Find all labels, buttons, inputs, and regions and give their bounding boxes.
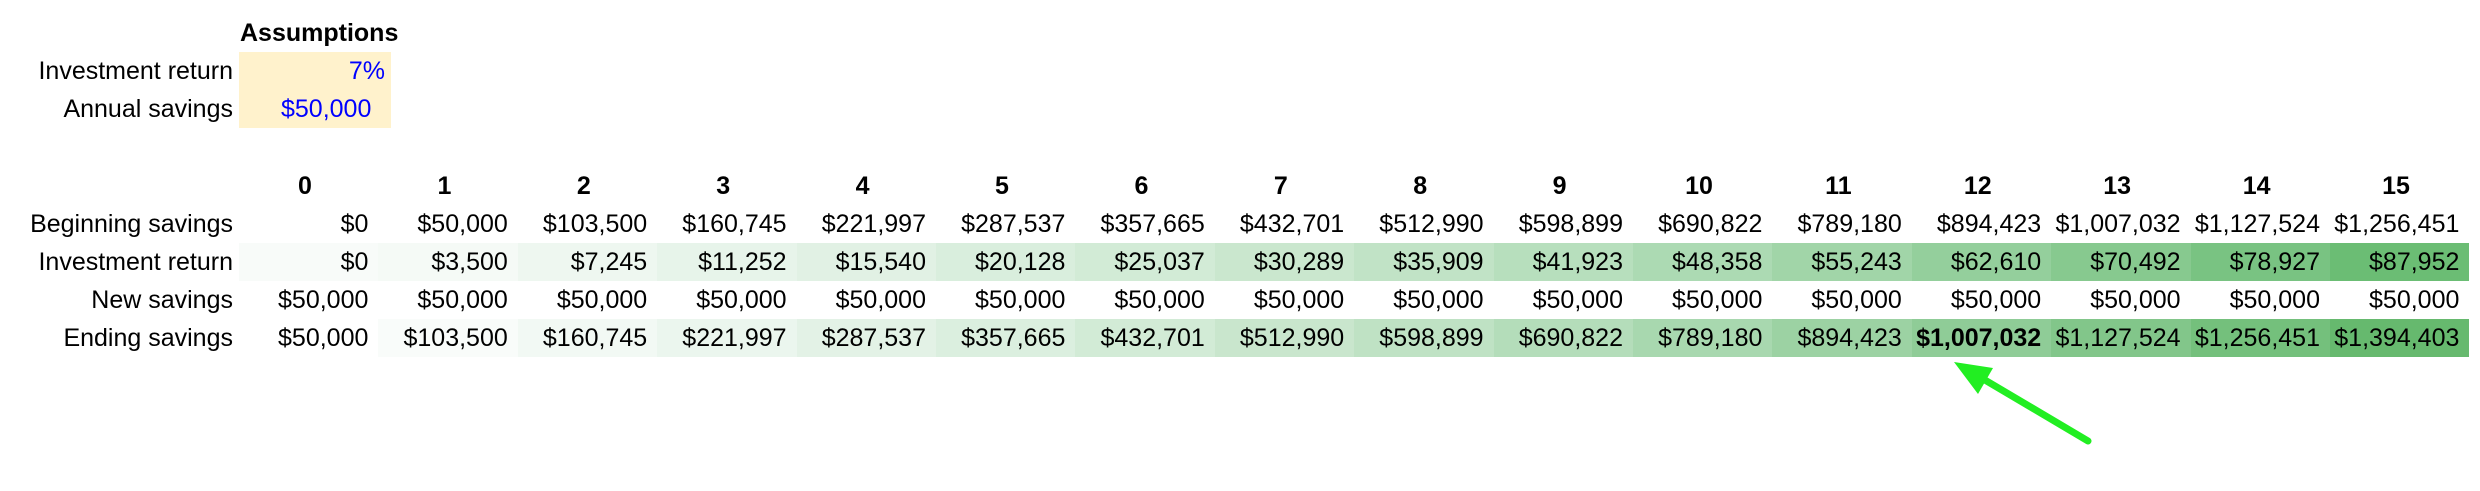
table-cell[interactable]: $1,256,451: [2190, 319, 2330, 357]
row-label: Ending savings: [63, 324, 233, 352]
table-cell[interactable]: $1,007,032: [2051, 205, 2191, 243]
row-label: Investment return: [38, 248, 233, 276]
table-cell[interactable]: $598,899: [1354, 319, 1494, 357]
assumptions-title: Assumptions: [240, 19, 399, 47]
table-cell[interactable]: $789,180: [1772, 205, 1912, 243]
table-cell[interactable]: $70,492: [2051, 243, 2191, 281]
table-cell[interactable]: $30,289: [1214, 243, 1355, 281]
table-cell[interactable]: $50,000: [1633, 281, 1773, 319]
table-cell[interactable]: $50,000: [517, 281, 658, 319]
table-cell[interactable]: $221,997: [657, 319, 797, 357]
table-cell[interactable]: $50,000: [239, 319, 379, 357]
table-cell[interactable]: $0: [239, 243, 379, 281]
table-cell[interactable]: $7,245: [517, 243, 658, 281]
table-cell[interactable]: $357,665: [936, 319, 1076, 357]
table-cell[interactable]: $50,000: [657, 281, 797, 319]
table-row: New savings $50,000 $50,000 $50,000 $50,000 $…: [0, 281, 2480, 319]
year-header[interactable]: 10: [1685, 172, 1713, 200]
table-cell[interactable]: $357,665: [1075, 205, 1215, 243]
year-header[interactable]: 13: [2103, 172, 2132, 200]
assumption-label: Investment return: [38, 57, 233, 85]
table-cell[interactable]: $160,745: [517, 319, 658, 357]
table-cell[interactable]: $221,997: [796, 205, 936, 243]
table-cell[interactable]: $432,701: [1075, 319, 1215, 357]
year-header[interactable]: 3: [716, 172, 731, 200]
table-cell[interactable]: $1,127,524: [2051, 319, 2191, 357]
table-cell[interactable]: $50,000: [2051, 281, 2191, 319]
table-cell[interactable]: $15,540: [796, 243, 936, 281]
table-cell[interactable]: $1,127,524: [2190, 205, 2330, 243]
table-cell[interactable]: $50,000: [1354, 281, 1494, 319]
table-cell[interactable]: $50,000: [378, 281, 518, 319]
year-header[interactable]: 1: [437, 172, 452, 200]
table-cell[interactable]: $894,423: [1911, 205, 2052, 243]
year-header[interactable]: 5: [995, 172, 1009, 200]
row-label: New savings: [91, 286, 233, 314]
table-cell[interactable]: $894,423: [1772, 319, 1912, 357]
year-header[interactable]: 15: [2382, 172, 2410, 200]
table-cell[interactable]: $50,000: [1214, 281, 1355, 319]
table-row: Investment return $0 $3,500 $7,245 $11,252 $1…: [0, 243, 2480, 281]
table-cell[interactable]: $50,000: [1075, 281, 1215, 319]
table-cell[interactable]: $62,610: [1911, 243, 2052, 281]
table-cell[interactable]: $103,500: [517, 205, 658, 243]
table-cell[interactable]: $690,822: [1633, 205, 1773, 243]
table-cell[interactable]: $160,745: [657, 205, 797, 243]
table-row: Beginning savings $0 $50,000 $103,500 $160,7…: [0, 205, 2480, 243]
table-cell[interactable]: $50,000: [2330, 281, 2470, 319]
table-cell[interactable]: $789,180: [1633, 319, 1773, 357]
table-cell[interactable]: $48,358: [1633, 243, 1773, 281]
table-cell[interactable]: $1,256,451: [2330, 205, 2470, 243]
table-cell[interactable]: $50,000: [796, 281, 936, 319]
table-cell[interactable]: $50,000: [1493, 281, 1633, 319]
year-header[interactable]: 2: [576, 172, 591, 200]
table-cell[interactable]: $50,000: [2190, 281, 2330, 319]
table-cell[interactable]: $20,128: [936, 243, 1076, 281]
table-cell[interactable]: $87,952: [2330, 243, 2470, 281]
investment-return-input[interactable]: 7%: [239, 52, 391, 90]
table-row: Ending savings $50,000 $103,500 $160,745 $22…: [0, 319, 2480, 357]
table-cell[interactable]: $50,000: [1911, 281, 2052, 319]
table-cell[interactable]: $50,000: [239, 281, 379, 319]
table-cell[interactable]: $3,500: [378, 243, 518, 281]
table-cell[interactable]: $11,252: [657, 243, 797, 281]
table-cell[interactable]: $25,037: [1075, 243, 1215, 281]
table-cell[interactable]: $432,701: [1214, 205, 1355, 243]
table-cell[interactable]: $41,923: [1493, 243, 1633, 281]
table-cell[interactable]: $690,822: [1493, 319, 1633, 357]
table-cell[interactable]: $103,500: [378, 319, 518, 357]
table-cell[interactable]: $50,000: [378, 205, 518, 243]
year-header[interactable]: 11: [1825, 172, 1852, 200]
table-cell[interactable]: $35,909: [1354, 243, 1494, 281]
year-header[interactable]: 12: [1963, 172, 1992, 200]
year-header-row: 0 1 2 3 4 5 6 7 8 9 10 11 12 13 14 15: [0, 167, 2480, 205]
year-header[interactable]: 14: [2242, 172, 2271, 200]
year-header[interactable]: 4: [855, 172, 870, 200]
table-cell[interactable]: $55,243: [1772, 243, 1912, 281]
annual-savings-input[interactable]: $50,000: [239, 90, 391, 128]
table-cell[interactable]: $512,990: [1214, 319, 1355, 357]
table-cell[interactable]: $1,007,032: [1911, 319, 2052, 357]
table-cell[interactable]: $512,990: [1354, 205, 1494, 243]
year-header[interactable]: 6: [1134, 172, 1149, 200]
year-header[interactable]: 0: [298, 172, 312, 200]
row-label: Beginning savings: [30, 210, 233, 238]
table-cell[interactable]: $50,000: [1772, 281, 1912, 319]
table-cell[interactable]: $78,927: [2190, 243, 2330, 281]
year-header[interactable]: 7: [1273, 172, 1288, 200]
year-header[interactable]: 8: [1413, 172, 1428, 200]
table-cell[interactable]: $287,537: [936, 205, 1076, 243]
table-cell[interactable]: $598,899: [1493, 205, 1633, 243]
year-header[interactable]: 9: [1552, 172, 1567, 200]
table-cell[interactable]: $1,394,403: [2330, 319, 2470, 357]
table-cell[interactable]: $0: [239, 205, 379, 243]
table-cell[interactable]: $287,537: [796, 319, 936, 357]
assumption-label: Annual savings: [63, 95, 233, 123]
table-cell[interactable]: $50,000: [936, 281, 1076, 319]
